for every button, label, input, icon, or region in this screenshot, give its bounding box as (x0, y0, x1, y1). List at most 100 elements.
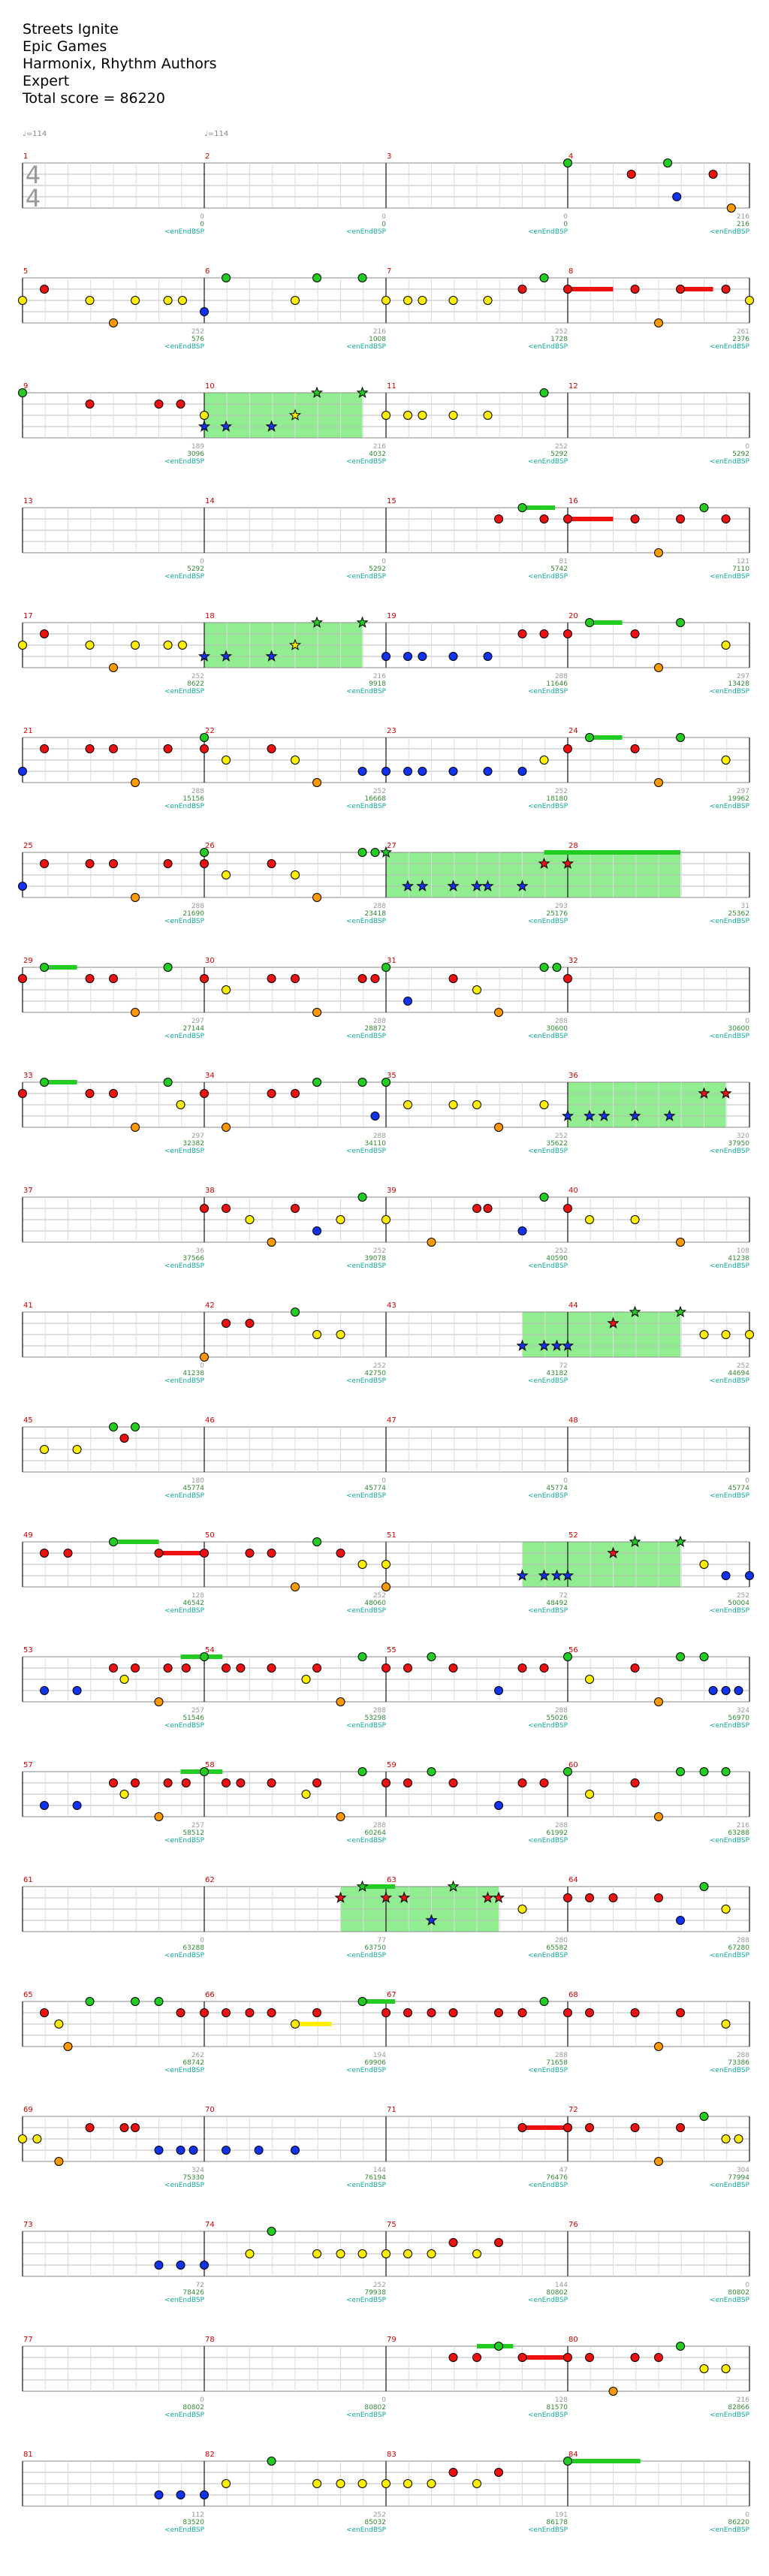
yellow-note (745, 296, 754, 305)
running-score: 11646 (546, 680, 568, 688)
red-note (181, 1778, 191, 1787)
yellow-note (119, 1790, 129, 1799)
measure-number: 24 (568, 727, 578, 735)
red-note (200, 744, 209, 753)
yellow-note (85, 296, 95, 305)
running-score: 41238 (728, 1255, 749, 1262)
running-score: 51546 (182, 1715, 204, 1722)
red-note (721, 514, 731, 523)
measure-points: 288 (737, 1937, 749, 1944)
green-note (163, 1078, 173, 1087)
running-score: 73386 (728, 2059, 749, 2067)
measure-points: 47 (559, 2167, 568, 2174)
measure-number: 11 (387, 382, 397, 391)
end-marker-label: <enEndBSP (346, 918, 387, 925)
running-score: 21690 (182, 910, 204, 918)
green-note (539, 1193, 549, 1202)
measure-number: 45 (23, 1416, 33, 1425)
measure-points: 0 (381, 213, 386, 221)
red-note (630, 1778, 640, 1787)
blue-star-note (561, 1109, 574, 1121)
red-note (245, 1549, 255, 1558)
measure-number: 55 (387, 1646, 397, 1654)
blue-note (517, 767, 527, 776)
end-marker-label: <enEndBSP (710, 1377, 750, 1385)
measure-points: 252 (373, 1247, 386, 1255)
orange-note (200, 1353, 209, 1362)
measure-number: 33 (23, 1072, 33, 1080)
end-marker-label: <enEndBSP (710, 2526, 750, 2534)
yellow-note (448, 1100, 458, 1109)
red-note (494, 2468, 504, 2477)
yellow-note (357, 2249, 367, 2258)
blue-note (721, 1571, 731, 1580)
measure-points: 72 (559, 1592, 568, 1600)
yellow-note (699, 2364, 709, 2373)
yellow-note (721, 1330, 731, 1339)
green-sustain (590, 620, 623, 625)
yellow-note (18, 641, 27, 650)
end-marker-label: <enEndBSP (346, 1148, 387, 1155)
measure-points: 191 (555, 2511, 568, 2519)
green-note (267, 2227, 276, 2236)
running-score: 44694 (728, 1370, 749, 1377)
red-note (163, 744, 173, 753)
measure-number: 21 (23, 727, 33, 735)
running-score: 9918 (369, 680, 386, 688)
green-note (552, 963, 562, 972)
red-note (517, 629, 527, 638)
blue-note (403, 997, 413, 1006)
red-note (109, 1089, 118, 1098)
yellow-note (245, 2249, 255, 2258)
measure-points: 0 (563, 1477, 568, 1485)
green-sustain (113, 1540, 159, 1544)
chart-row: 441 2 3 400<enEndBSP00<enEndBSP00<enEndBSP2… (22, 152, 750, 236)
running-score: 43182 (546, 1370, 568, 1377)
measure-number: 47 (387, 1416, 397, 1425)
running-score: 30600 (728, 1025, 749, 1033)
red-note (563, 285, 572, 294)
end-marker-label: <enEndBSP (164, 1033, 205, 1040)
red-note (563, 2123, 572, 2132)
measure-points: 297 (191, 1133, 204, 1140)
end-marker-label: <enEndBSP (710, 343, 750, 351)
yellow-note (381, 411, 391, 420)
end-marker-label: <enEndBSP (528, 803, 568, 810)
running-score: 5742 (550, 566, 568, 573)
end-marker-label: <enEndBSP (710, 2067, 750, 2074)
green-note (154, 1997, 164, 2006)
measure-number: 19 (387, 612, 397, 620)
green-star-note (311, 386, 324, 398)
red-note (131, 1778, 140, 1787)
yellow-note (472, 2249, 481, 2258)
measure-points: 144 (555, 2282, 568, 2289)
yellow-note (745, 1330, 754, 1339)
blue-star-note (402, 879, 415, 891)
measure-points: 216 (373, 328, 386, 336)
blue-note (708, 1686, 718, 1695)
red-note (676, 2008, 686, 2017)
red-note (40, 1549, 50, 1558)
end-marker-label: <enEndBSP (346, 688, 387, 695)
blue-star-note (516, 1339, 529, 1351)
yellow-note (312, 2479, 322, 2488)
blue-note (254, 2146, 264, 2155)
orange-note (109, 318, 118, 327)
measure-number: 30 (205, 957, 215, 965)
red-note (267, 744, 276, 753)
chart-row: 25 26 27 2828821690<enEndBSP28823418<enEndB… (18, 842, 750, 925)
measure-number: 2 (205, 152, 210, 161)
red-note (222, 2008, 231, 2017)
yellow-note (427, 2479, 436, 2488)
yellow-note (517, 1905, 527, 1914)
end-marker-label: <enEndBSP (346, 1033, 387, 1040)
orange-note (131, 1008, 140, 1017)
green-note (312, 273, 322, 282)
measure-number: 27 (387, 842, 397, 850)
red-note (563, 974, 572, 983)
running-score: 34110 (364, 1140, 386, 1148)
red-note (85, 2123, 95, 2132)
red-note (448, 2468, 458, 2477)
red-note (85, 974, 95, 983)
